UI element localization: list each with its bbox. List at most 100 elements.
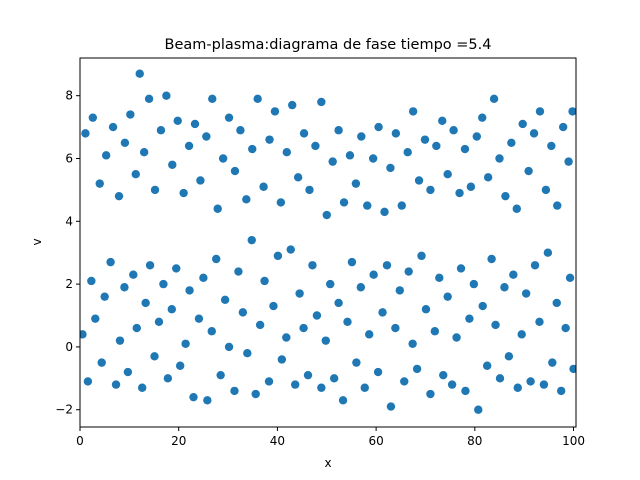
data-point <box>412 364 422 374</box>
data-point <box>569 364 576 374</box>
data-point <box>208 94 217 104</box>
data-point <box>199 273 208 283</box>
data-point <box>293 173 303 182</box>
data-point <box>132 323 141 333</box>
data-point <box>386 163 395 173</box>
x-tick-label: 60 <box>368 434 383 448</box>
y-tick-label: −2 <box>55 403 73 417</box>
data-point <box>247 235 256 245</box>
data-point <box>218 154 228 163</box>
data-point <box>277 355 287 364</box>
axis-ticks: 0 20 40 60 80 100 −2 0 2 4 6 8 <box>55 89 585 448</box>
data-point <box>378 308 387 317</box>
data-point <box>243 349 252 358</box>
data-point <box>565 273 575 283</box>
data-point <box>343 317 352 326</box>
y-axis-label: v <box>30 238 44 245</box>
data-point <box>539 380 549 389</box>
x-tick-label: 0 <box>76 434 84 448</box>
data-point <box>530 261 540 270</box>
data-point <box>561 323 570 333</box>
data-point <box>449 126 458 135</box>
data-point <box>374 122 383 132</box>
data-point <box>83 377 93 386</box>
data-point <box>535 317 544 326</box>
data-point <box>230 386 239 396</box>
data-point <box>495 374 505 383</box>
chart-title: Beam-plasma:diagrama de fase tiempo =5.4 <box>165 37 492 53</box>
data-point <box>260 276 269 286</box>
data-point <box>162 91 171 100</box>
data-point <box>352 358 361 367</box>
data-point <box>328 157 337 166</box>
data-point <box>212 254 221 264</box>
data-point <box>382 261 392 270</box>
data-point <box>308 261 317 270</box>
data-point <box>159 279 168 289</box>
data-point <box>400 377 409 386</box>
data-point <box>432 141 441 151</box>
data-point <box>276 198 286 207</box>
data-point <box>529 129 539 138</box>
data-point <box>131 170 140 179</box>
data-point <box>513 383 522 392</box>
data-point <box>120 283 129 292</box>
data-point <box>386 402 396 411</box>
data-point <box>317 383 326 392</box>
data-point <box>224 113 234 122</box>
data-point <box>466 182 476 191</box>
data-point <box>504 352 514 361</box>
data-point <box>472 132 481 141</box>
data-point <box>255 320 265 330</box>
data-point <box>491 320 500 330</box>
data-points <box>80 69 576 414</box>
data-point <box>543 248 553 257</box>
data-point <box>123 367 133 377</box>
data-point <box>489 94 499 104</box>
data-point <box>501 191 510 201</box>
data-point <box>363 201 372 210</box>
data-point <box>447 380 457 389</box>
data-point <box>270 107 280 116</box>
data-point <box>321 336 330 345</box>
data-point <box>443 292 452 301</box>
data-point <box>483 173 493 182</box>
data-point <box>380 207 389 217</box>
data-point <box>135 69 144 78</box>
data-point <box>184 141 194 151</box>
data-point <box>139 148 149 157</box>
data-point <box>430 327 440 336</box>
data-point <box>114 191 124 201</box>
data-point <box>238 308 248 317</box>
data-point <box>326 279 335 289</box>
data-point <box>541 185 551 195</box>
data-point <box>234 267 243 276</box>
y-tick-label: 2 <box>65 277 73 291</box>
data-point <box>456 264 466 273</box>
data-point <box>391 129 401 138</box>
data-point <box>269 301 278 311</box>
data-point <box>154 317 164 326</box>
data-point <box>251 389 260 399</box>
data-point <box>395 286 405 295</box>
data-point <box>439 370 448 380</box>
data-point <box>564 157 573 166</box>
data-point <box>509 270 518 279</box>
data-point <box>535 107 545 116</box>
data-point <box>282 333 291 342</box>
data-point <box>194 314 204 323</box>
data-point <box>421 305 431 314</box>
data-point <box>97 358 106 367</box>
data-point <box>286 245 295 254</box>
data-point <box>408 339 417 348</box>
data-point <box>141 298 150 308</box>
plot-frame <box>79 57 577 428</box>
data-point <box>220 295 230 305</box>
data-point <box>173 116 182 126</box>
data-point <box>329 374 339 383</box>
data-point <box>189 392 198 402</box>
data-point <box>426 185 435 195</box>
data-point <box>216 370 225 380</box>
data-point <box>81 129 90 138</box>
data-point <box>568 107 576 116</box>
